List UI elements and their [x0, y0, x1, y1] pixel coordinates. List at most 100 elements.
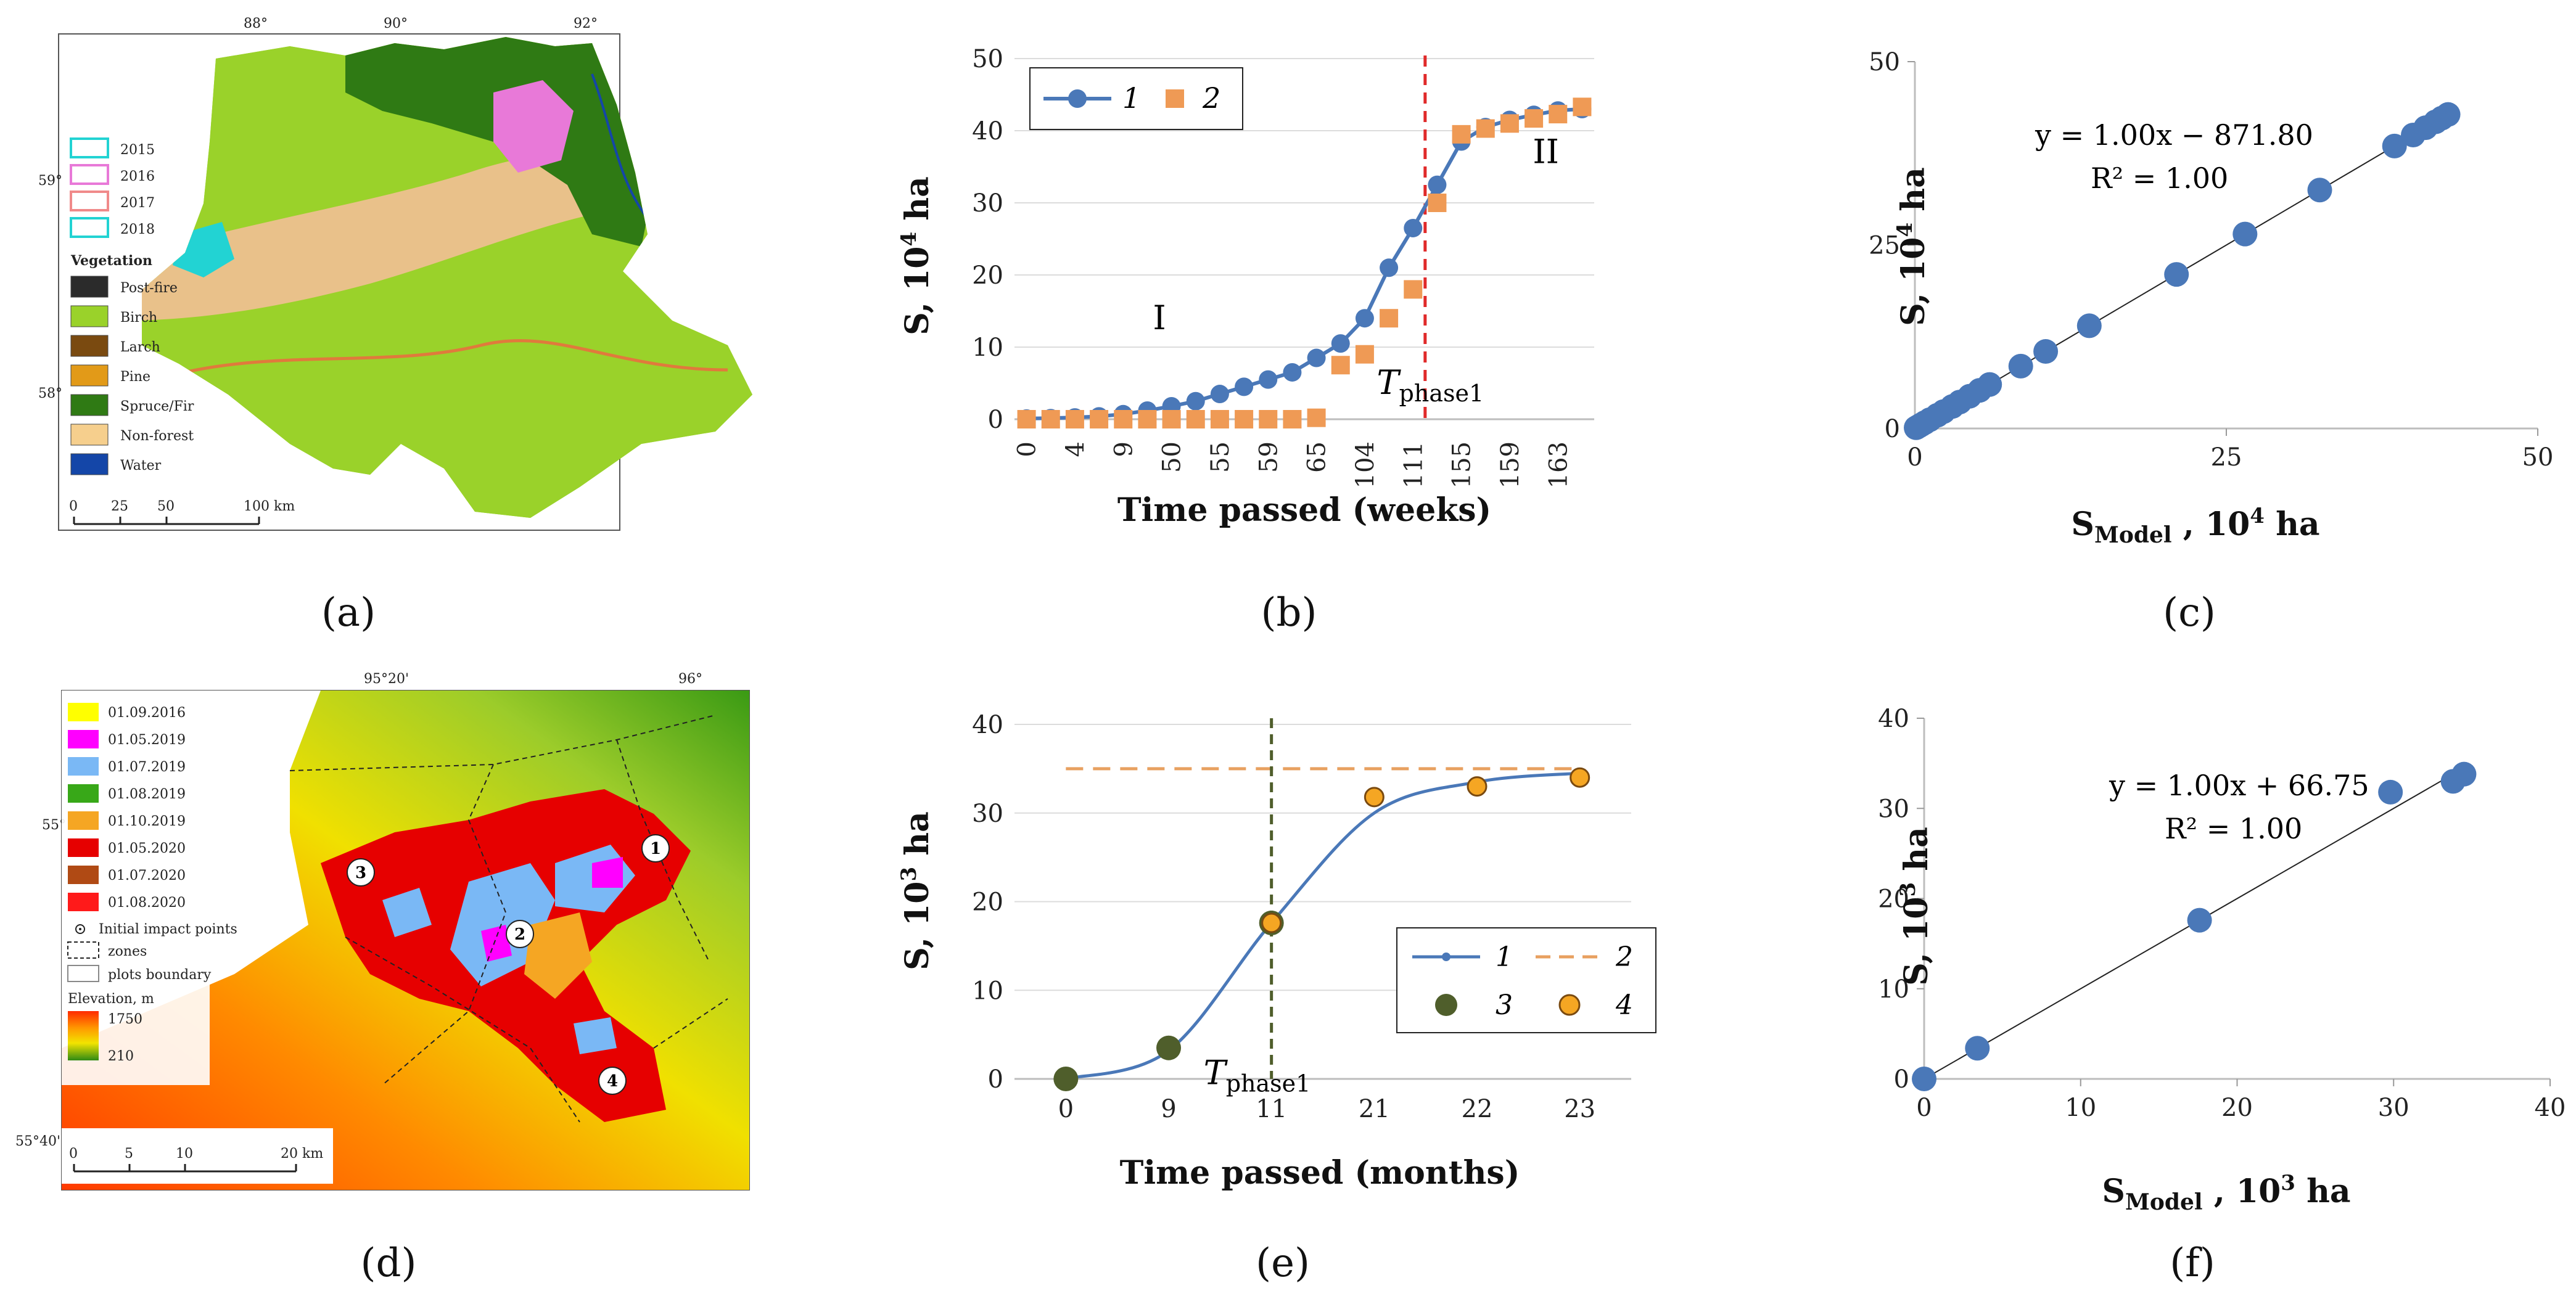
chartE-ytick-3: 30 [972, 800, 1003, 828]
chartB-xtick-10: 59 [1254, 441, 1283, 473]
legend-veg-swatch-6 [70, 453, 109, 475]
chart-b-s2-point-1 [1041, 410, 1060, 428]
caption-c: (c) [2163, 590, 2216, 636]
chart-c-points [1904, 102, 2461, 440]
chart-b-s2-point-9 [1235, 410, 1254, 428]
plot-marker-4 [598, 1067, 627, 1095]
chart-f-r2: R² = 1.00 [2165, 812, 2302, 845]
chartE-xtick-2: 11 [1256, 1095, 1287, 1123]
caption-a: (a) [321, 590, 376, 636]
chart-e-y-label: S, 103 ha [897, 811, 936, 970]
legend-impact-points: Initial impact points [99, 922, 237, 937]
chartC-ytick-1: 25 [1869, 232, 1900, 260]
chartE-ytick-2: 20 [972, 888, 1003, 917]
chart-b-series [1017, 55, 1592, 428]
chartC-xtick-0: 0 [1907, 443, 1922, 472]
scale-a-50: 50 [157, 499, 175, 514]
map-d-scale-bar: 0 5 10 20 km [62, 1128, 333, 1184]
chart-b-tphase-sub: phase1 [1399, 380, 1484, 407]
chart-e-tphase-label: Tphase1 [1204, 1053, 1311, 1097]
legend-b-series-1-label: 1 [1122, 81, 1140, 115]
chart-f-xlabel-sub: Model [2125, 1189, 2203, 1215]
chart-b-x-ticks: 0 4 9 50 55 59 65 104 111 155 159 163 [1013, 441, 1573, 488]
chart-b-s1-point-8 [1210, 385, 1229, 404]
chartC-point-11 [1977, 372, 2002, 397]
chart-b-s2-point-19 [1476, 119, 1495, 138]
chart-b-s1-point-12 [1307, 348, 1326, 367]
burn-patch-7 [382, 888, 432, 937]
chartB-xtick-14: 104 [1351, 441, 1380, 488]
map-d-coord-corner: 55°40' [15, 1134, 60, 1149]
scale-d-10: 10 [176, 1146, 193, 1162]
caption-f: (f) [2170, 1240, 2215, 1286]
caption-d: (d) [361, 1240, 417, 1286]
chart-b-s2-point-20 [1500, 114, 1519, 133]
map-d-coord-top-1: 95°20' [364, 671, 409, 687]
caption-e: (e) [1256, 1240, 1310, 1286]
chart-f-xlabel-sup: 3 [2281, 1171, 2295, 1195]
legend-plots-boundary: plots boundary [108, 967, 212, 983]
chartC-point-16 [2232, 221, 2258, 247]
chartB-ytick-2: 20 [972, 261, 1003, 290]
map-d-burn-patches [321, 789, 691, 1122]
chartB-xtick-0: 0 [1013, 441, 1042, 457]
chartC-point-15 [2164, 262, 2189, 287]
chart-b-y-label: S, 104 ha [897, 176, 936, 335]
legend-e-series-4-marker [1558, 994, 1581, 1016]
map-a-coord-left-2: 58° [38, 386, 62, 401]
chart-b-s2-point-4 [1114, 410, 1133, 428]
legend-year-2017-swatch [70, 191, 109, 211]
chartE-xtick-1: 9 [1161, 1095, 1176, 1123]
chart-b-s2-point-17 [1428, 194, 1447, 212]
legend-veg-label-5: Non-forest [120, 428, 194, 444]
chartC-point-17 [2307, 178, 2332, 203]
chart-b: 0 10 20 30 40 50 0 4 9 50 55 59 65 104 111 155 159 163 1… [897, 45, 1594, 529]
chartF-xtick-2: 20 [2221, 1094, 2253, 1122]
zone-line-4 [653, 998, 728, 1049]
chart-e-legend-box [1396, 927, 1656, 1033]
legend-year-2017: 2017 [120, 195, 155, 211]
map-a-coord-top-2: 90° [384, 16, 408, 31]
chart-b-s1-point-15 [1380, 258, 1399, 277]
legend-e-series-3-marker [1435, 994, 1457, 1016]
chartE-ytick-4: 40 [972, 711, 1003, 739]
chart-b-s2-point-23 [1573, 97, 1592, 117]
burn-patch-3 [524, 912, 592, 999]
chart-b-s1-point-13 [1331, 334, 1350, 353]
chartE-xtick-4: 22 [1462, 1095, 1493, 1123]
map-d-plot-markers: 1 2 3 4 [347, 834, 670, 1095]
legend-date-swatch-4 [68, 811, 99, 830]
legend-date-swatch-5 [68, 838, 99, 857]
chart-c-ylabel-main: S, 10 [1895, 237, 1932, 326]
chartB-xtick-18: 155 [1448, 441, 1476, 488]
chartF-point-5 [2451, 761, 2477, 787]
chart-b-s1-point-11 [1283, 363, 1302, 382]
chart-b-s2-point-11 [1283, 410, 1302, 428]
chart-b-s1-point-10 [1259, 370, 1278, 389]
chart-b-s2-point-21 [1525, 109, 1544, 128]
chart-b-legend: 1 2 [1029, 67, 1243, 130]
chart-b-s2-point-7 [1186, 410, 1205, 428]
legend-year-2018-swatch [70, 217, 109, 238]
chartF-ytick-2: 20 [1878, 885, 1909, 914]
map-a-burned-2016 [493, 80, 574, 173]
legend-veg-label-0: Post-fire [120, 281, 178, 296]
chartF-point-3 [2378, 779, 2403, 805]
legend-date-label-5: 01.05.2020 [108, 841, 186, 856]
chart-c-r2: R² = 1.00 [2091, 162, 2228, 195]
chartC-xtick-1: 25 [2211, 443, 2242, 472]
map-a-fire-lines [147, 339, 728, 384]
legend-year-2016: 2016 [120, 169, 155, 184]
map-a-coord-left-1: 59° [38, 173, 62, 189]
chart-b-series-1-line [1026, 107, 1582, 420]
zone-line-3 [345, 936, 580, 1123]
chartF-ytick-4: 40 [1878, 705, 1909, 733]
chartB-xtick-20: 159 [1496, 441, 1525, 488]
chartC-point-12 [2008, 353, 2033, 379]
legend-veg-label-2: Larch [120, 340, 160, 355]
chart-f-points [1912, 761, 2477, 1091]
chart-f-ylabel-sup: 3 [1896, 882, 1920, 897]
